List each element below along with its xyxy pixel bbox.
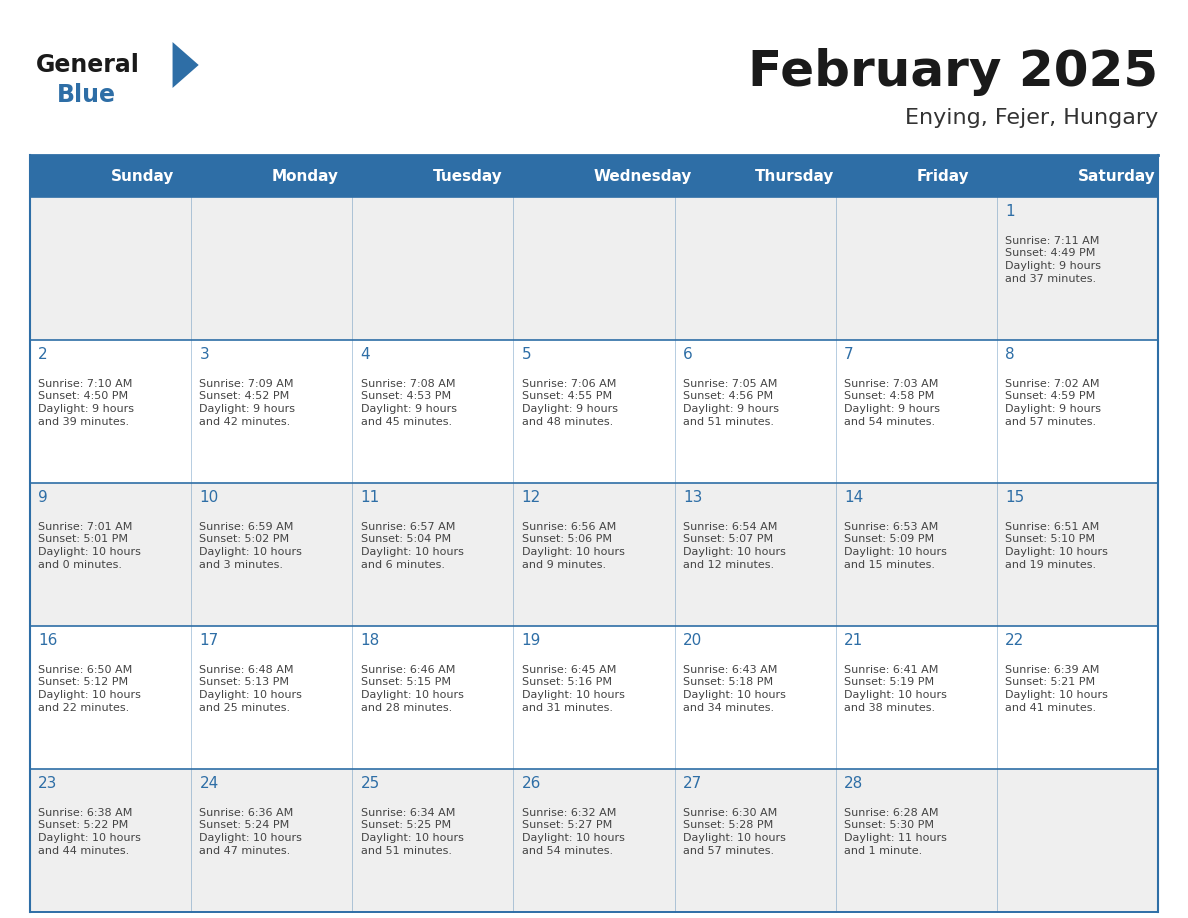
Text: Sunrise: 6:50 AM
Sunset: 5:12 PM
Daylight: 10 hours
and 22 minutes.: Sunrise: 6:50 AM Sunset: 5:12 PM Dayligh… <box>38 665 141 713</box>
Text: 26: 26 <box>522 777 541 791</box>
Text: Sunrise: 6:53 AM
Sunset: 5:09 PM
Daylight: 10 hours
and 15 minutes.: Sunrise: 6:53 AM Sunset: 5:09 PM Dayligh… <box>843 521 947 570</box>
Text: Thursday: Thursday <box>756 169 834 184</box>
Text: Sunrise: 6:56 AM
Sunset: 5:06 PM
Daylight: 10 hours
and 9 minutes.: Sunrise: 6:56 AM Sunset: 5:06 PM Dayligh… <box>522 521 625 570</box>
Text: 10: 10 <box>200 490 219 505</box>
Text: Sunrise: 6:36 AM
Sunset: 5:24 PM
Daylight: 10 hours
and 47 minutes.: Sunrise: 6:36 AM Sunset: 5:24 PM Dayligh… <box>200 808 302 856</box>
Bar <box>30 340 1158 483</box>
Text: Sunrise: 6:28 AM
Sunset: 5:30 PM
Daylight: 11 hours
and 1 minute.: Sunrise: 6:28 AM Sunset: 5:30 PM Dayligh… <box>843 808 947 856</box>
Text: 15: 15 <box>1005 490 1024 505</box>
Text: Sunrise: 7:10 AM
Sunset: 4:50 PM
Daylight: 9 hours
and 39 minutes.: Sunrise: 7:10 AM Sunset: 4:50 PM Dayligh… <box>38 378 134 427</box>
Text: 16: 16 <box>38 633 58 648</box>
Text: Tuesday: Tuesday <box>432 169 503 184</box>
Text: 9: 9 <box>38 490 48 505</box>
Text: Friday: Friday <box>916 169 969 184</box>
Text: Sunrise: 6:30 AM
Sunset: 5:28 PM
Daylight: 10 hours
and 57 minutes.: Sunrise: 6:30 AM Sunset: 5:28 PM Dayligh… <box>683 808 785 856</box>
Text: Sunrise: 6:59 AM
Sunset: 5:02 PM
Daylight: 10 hours
and 3 minutes.: Sunrise: 6:59 AM Sunset: 5:02 PM Dayligh… <box>200 521 302 570</box>
Text: 13: 13 <box>683 490 702 505</box>
Text: Sunrise: 7:08 AM
Sunset: 4:53 PM
Daylight: 9 hours
and 45 minutes.: Sunrise: 7:08 AM Sunset: 4:53 PM Dayligh… <box>361 378 456 427</box>
Text: 14: 14 <box>843 490 864 505</box>
Text: Sunrise: 7:02 AM
Sunset: 4:59 PM
Daylight: 9 hours
and 57 minutes.: Sunrise: 7:02 AM Sunset: 4:59 PM Dayligh… <box>1005 378 1101 427</box>
Text: 23: 23 <box>38 777 58 791</box>
Text: Sunrise: 6:38 AM
Sunset: 5:22 PM
Daylight: 10 hours
and 44 minutes.: Sunrise: 6:38 AM Sunset: 5:22 PM Dayligh… <box>38 808 141 856</box>
Text: 5: 5 <box>522 347 531 363</box>
Text: 17: 17 <box>200 633 219 648</box>
Text: 28: 28 <box>843 777 864 791</box>
Text: Sunrise: 7:03 AM
Sunset: 4:58 PM
Daylight: 9 hours
and 54 minutes.: Sunrise: 7:03 AM Sunset: 4:58 PM Dayligh… <box>843 378 940 427</box>
Text: Sunrise: 6:48 AM
Sunset: 5:13 PM
Daylight: 10 hours
and 25 minutes.: Sunrise: 6:48 AM Sunset: 5:13 PM Dayligh… <box>200 665 302 713</box>
Bar <box>30 769 1158 912</box>
Text: 25: 25 <box>361 777 380 791</box>
Text: Sunrise: 7:01 AM
Sunset: 5:01 PM
Daylight: 10 hours
and 0 minutes.: Sunrise: 7:01 AM Sunset: 5:01 PM Dayligh… <box>38 521 141 570</box>
Text: Enying, Fejer, Hungary: Enying, Fejer, Hungary <box>905 108 1158 128</box>
Text: 18: 18 <box>361 633 380 648</box>
Text: Sunrise: 6:43 AM
Sunset: 5:18 PM
Daylight: 10 hours
and 34 minutes.: Sunrise: 6:43 AM Sunset: 5:18 PM Dayligh… <box>683 665 785 713</box>
Polygon shape <box>172 42 198 88</box>
Bar <box>30 197 1158 340</box>
Text: 24: 24 <box>200 777 219 791</box>
Text: 2: 2 <box>38 347 48 363</box>
Text: 21: 21 <box>843 633 864 648</box>
Text: 27: 27 <box>683 777 702 791</box>
Text: 6: 6 <box>683 347 693 363</box>
Text: 3: 3 <box>200 347 209 363</box>
Text: Sunrise: 6:54 AM
Sunset: 5:07 PM
Daylight: 10 hours
and 12 minutes.: Sunrise: 6:54 AM Sunset: 5:07 PM Dayligh… <box>683 521 785 570</box>
Text: Sunrise: 6:51 AM
Sunset: 5:10 PM
Daylight: 10 hours
and 19 minutes.: Sunrise: 6:51 AM Sunset: 5:10 PM Dayligh… <box>1005 521 1108 570</box>
Text: 22: 22 <box>1005 633 1024 648</box>
Text: Sunrise: 7:11 AM
Sunset: 4:49 PM
Daylight: 9 hours
and 37 minutes.: Sunrise: 7:11 AM Sunset: 4:49 PM Dayligh… <box>1005 236 1101 284</box>
Text: February 2025: February 2025 <box>748 48 1158 96</box>
Text: Blue: Blue <box>57 83 116 107</box>
Text: General: General <box>36 53 140 77</box>
Text: 12: 12 <box>522 490 541 505</box>
Text: Saturday: Saturday <box>1078 169 1155 184</box>
Text: Sunrise: 6:41 AM
Sunset: 5:19 PM
Daylight: 10 hours
and 38 minutes.: Sunrise: 6:41 AM Sunset: 5:19 PM Dayligh… <box>843 665 947 713</box>
Text: Sunrise: 6:57 AM
Sunset: 5:04 PM
Daylight: 10 hours
and 6 minutes.: Sunrise: 6:57 AM Sunset: 5:04 PM Dayligh… <box>361 521 463 570</box>
Text: Sunrise: 6:32 AM
Sunset: 5:27 PM
Daylight: 10 hours
and 54 minutes.: Sunrise: 6:32 AM Sunset: 5:27 PM Dayligh… <box>522 808 625 856</box>
Text: Sunrise: 6:46 AM
Sunset: 5:15 PM
Daylight: 10 hours
and 28 minutes.: Sunrise: 6:46 AM Sunset: 5:15 PM Dayligh… <box>361 665 463 713</box>
Bar <box>30 155 1158 197</box>
Text: Sunrise: 7:06 AM
Sunset: 4:55 PM
Daylight: 9 hours
and 48 minutes.: Sunrise: 7:06 AM Sunset: 4:55 PM Dayligh… <box>522 378 618 427</box>
Text: 7: 7 <box>843 347 854 363</box>
Text: Sunrise: 6:45 AM
Sunset: 5:16 PM
Daylight: 10 hours
and 31 minutes.: Sunrise: 6:45 AM Sunset: 5:16 PM Dayligh… <box>522 665 625 713</box>
Text: Sunrise: 7:05 AM
Sunset: 4:56 PM
Daylight: 9 hours
and 51 minutes.: Sunrise: 7:05 AM Sunset: 4:56 PM Dayligh… <box>683 378 779 427</box>
Text: 1: 1 <box>1005 205 1015 219</box>
Text: Sunday: Sunday <box>110 169 173 184</box>
Text: Sunrise: 6:34 AM
Sunset: 5:25 PM
Daylight: 10 hours
and 51 minutes.: Sunrise: 6:34 AM Sunset: 5:25 PM Dayligh… <box>361 808 463 856</box>
Bar <box>30 483 1158 626</box>
Text: Monday: Monday <box>272 169 339 184</box>
Text: Sunrise: 7:09 AM
Sunset: 4:52 PM
Daylight: 9 hours
and 42 minutes.: Sunrise: 7:09 AM Sunset: 4:52 PM Dayligh… <box>200 378 296 427</box>
Text: Sunrise: 6:39 AM
Sunset: 5:21 PM
Daylight: 10 hours
and 41 minutes.: Sunrise: 6:39 AM Sunset: 5:21 PM Dayligh… <box>1005 665 1108 713</box>
Text: 19: 19 <box>522 633 541 648</box>
Text: Wednesday: Wednesday <box>594 169 693 184</box>
Text: 20: 20 <box>683 633 702 648</box>
Bar <box>30 626 1158 769</box>
Text: 4: 4 <box>361 347 371 363</box>
Text: 8: 8 <box>1005 347 1015 363</box>
Text: 11: 11 <box>361 490 380 505</box>
